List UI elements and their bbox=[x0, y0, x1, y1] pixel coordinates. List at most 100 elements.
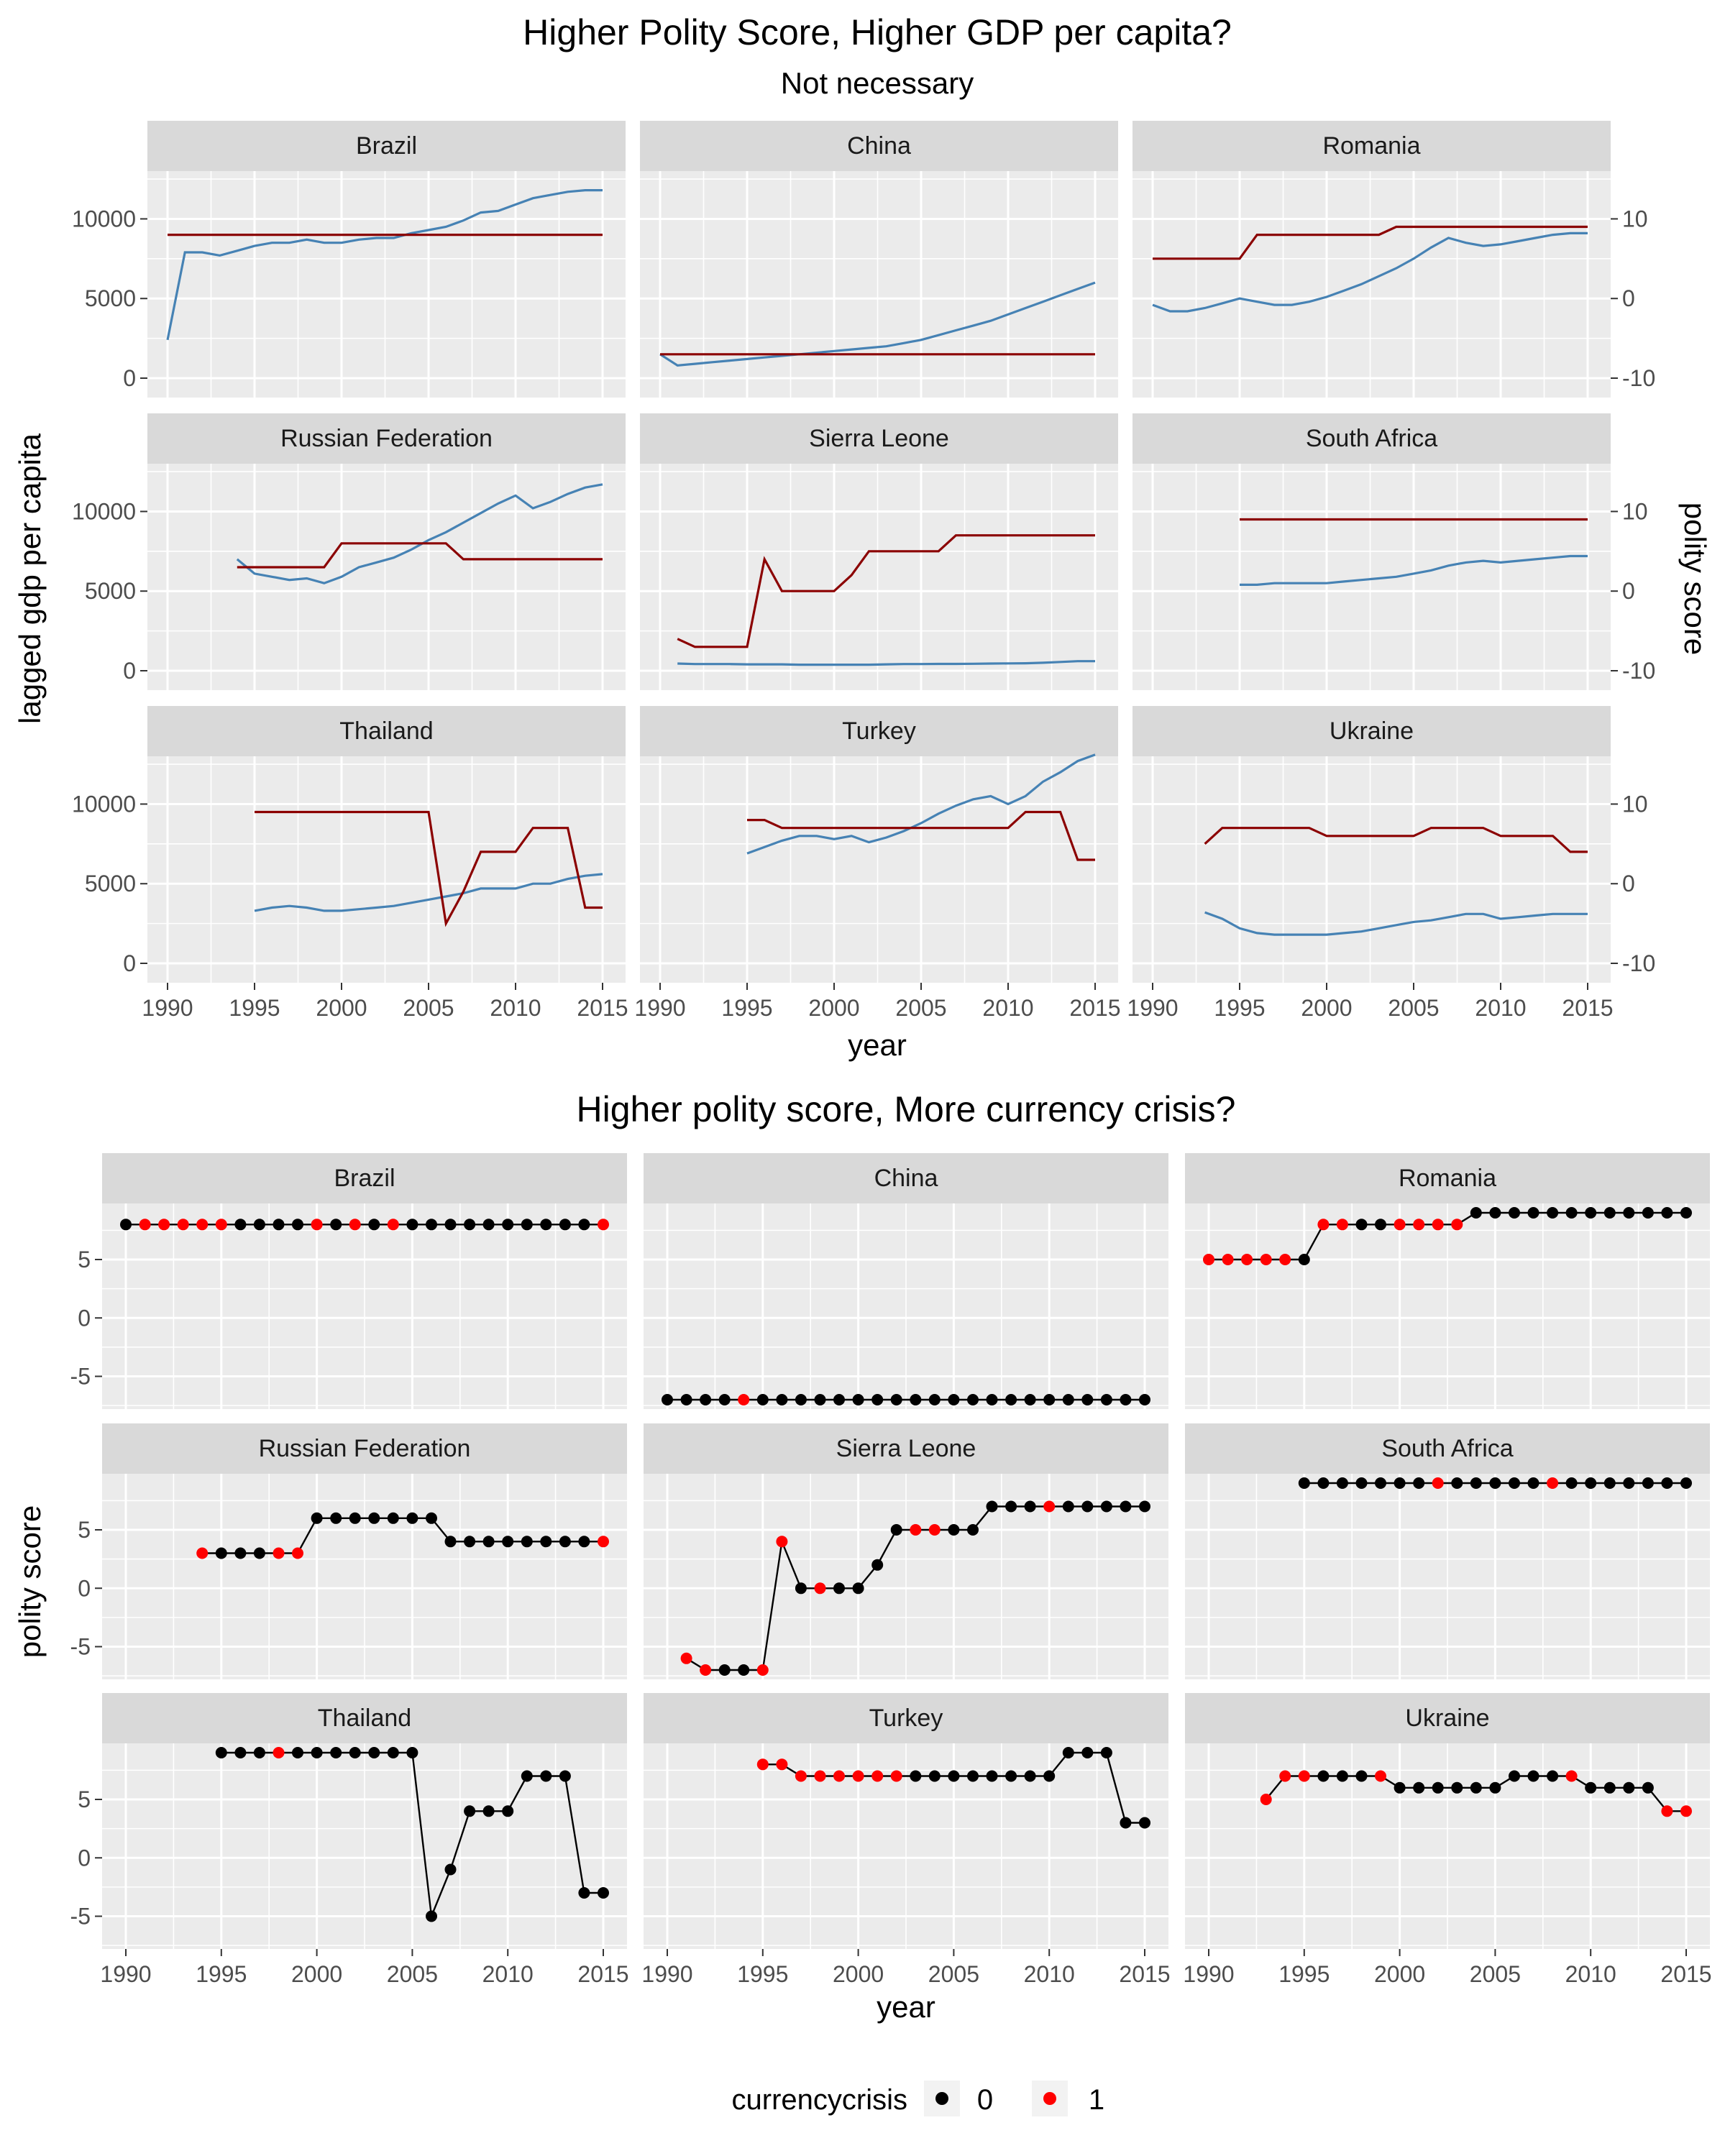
bottom-russian-federation-panel: Russian Federation -5 0 5 bbox=[70, 1423, 627, 1679]
top-sierra-leone-gdp-line bbox=[677, 660, 1095, 666]
bottom-russian-federation-point-2004 bbox=[387, 1512, 399, 1524]
bottom-thailand-point-1997 bbox=[253, 1747, 265, 1758]
bottom-ukraine-point-2014 bbox=[1661, 1805, 1673, 1817]
bottom-thailand-point-2000 bbox=[311, 1747, 323, 1758]
bottom-thailand-point-2013 bbox=[559, 1770, 571, 1782]
bottom-thailand-x-tick-label: 2015 bbox=[577, 1961, 628, 1987]
bottom-south-africa-strip-label: South Africa bbox=[1381, 1435, 1513, 1462]
bottom-south-africa-point-2008 bbox=[1547, 1477, 1559, 1489]
bottom-china-point-1999 bbox=[833, 1394, 845, 1405]
top-russian-federation-panel-background bbox=[147, 464, 626, 690]
bottom-brazil-point-2010 bbox=[502, 1219, 514, 1231]
bottom-ukraine-point-2002 bbox=[1432, 1781, 1444, 1794]
bottom-russian-federation-strip bbox=[102, 1423, 627, 1474]
top-thailand-gdp-line bbox=[254, 873, 603, 912]
top-sierra-leone-panel-background bbox=[640, 464, 1118, 690]
top-brazil-panel: Brazil 0 5000 10000 bbox=[72, 121, 626, 398]
bottom-russian-federation-point-2009 bbox=[482, 1536, 495, 1548]
bottom-ukraine-x-tick-label: 2010 bbox=[1565, 1961, 1616, 1987]
bottom-ukraine-point-2012 bbox=[1623, 1781, 1635, 1794]
top-thailand-x-tick-label: 2000 bbox=[316, 995, 367, 1021]
bottom-sierra-leone-point-2004 bbox=[928, 1524, 941, 1536]
bottom-china-point-2013 bbox=[1100, 1394, 1112, 1405]
top-china-panel-background bbox=[640, 171, 1118, 398]
top-ukraine-x-tick-label: 1990 bbox=[1127, 995, 1178, 1021]
bottom-south-africa-point-1999 bbox=[1375, 1477, 1386, 1489]
bottom-thailand-x-tick-label: 2010 bbox=[482, 1961, 534, 1987]
top-ukraine-x-tick-label: 2005 bbox=[1388, 995, 1439, 1021]
bottom-china-panel: China bbox=[644, 1153, 1168, 1409]
bottom-chart-y-axis-title: polity score bbox=[13, 1505, 47, 1658]
legend-label-0: 0 bbox=[977, 2084, 993, 2116]
legend-title: currencycrisis bbox=[732, 2084, 907, 2116]
bottom-ukraine-point-2000 bbox=[1394, 1781, 1406, 1794]
bottom-brazil-point-1993 bbox=[177, 1219, 189, 1231]
bottom-sierra-leone-point-2009 bbox=[1024, 1500, 1036, 1513]
top-ukraine-x-tick-label: 2000 bbox=[1301, 995, 1352, 1021]
top-south-africa-right-y-tick-label: -10 bbox=[1622, 658, 1655, 684]
top-chart-x-axis-title: year bbox=[848, 1028, 907, 1062]
top-chart-title: Higher Polity Score, Higher GDP per capi… bbox=[523, 12, 1232, 52]
bottom-russian-federation-point-1998 bbox=[273, 1547, 285, 1559]
bottom-thailand-panel: Thailand -5 0 5 1990 1995 2000 2005 2010 2015 bbox=[70, 1693, 629, 1987]
bottom-south-africa-point-2012 bbox=[1623, 1477, 1635, 1489]
bottom-south-africa-point-2011 bbox=[1603, 1477, 1616, 1489]
top-thailand-x-tick-label: 1990 bbox=[142, 995, 193, 1021]
bottom-ukraine-point-2004 bbox=[1470, 1781, 1482, 1794]
bottom-south-africa-point-2003 bbox=[1451, 1477, 1463, 1489]
bottom-sierra-leone-point-2011 bbox=[1062, 1500, 1074, 1513]
bottom-russian-federation-point-1995 bbox=[215, 1547, 227, 1559]
top-brazil-panel-background bbox=[147, 171, 626, 398]
bottom-sierra-leone-point-2010 bbox=[1043, 1500, 1056, 1513]
bottom-brazil-point-2006 bbox=[426, 1219, 437, 1231]
top-ukraine-right-y-tick-label: 10 bbox=[1622, 791, 1648, 817]
bottom-china-point-2000 bbox=[852, 1394, 864, 1405]
bottom-south-africa-point-2015 bbox=[1680, 1477, 1692, 1489]
top-thailand-x-tick-label: 2015 bbox=[577, 995, 628, 1021]
bottom-ukraine-x-tick-label: 1995 bbox=[1278, 1961, 1330, 1987]
bottom-romania-point-1994 bbox=[1279, 1254, 1291, 1265]
bottom-china-point-2005 bbox=[948, 1394, 960, 1405]
bottom-brazil-point-1997 bbox=[253, 1219, 265, 1231]
top-sierra-leone-panel: Sierra Leone bbox=[640, 413, 1118, 690]
bottom-thailand-x-tick-label: 2005 bbox=[387, 1961, 438, 1987]
bottom-brazil-point-1990 bbox=[120, 1219, 132, 1231]
bottom-turkey-x-tick-label: 2000 bbox=[833, 1961, 884, 1987]
bottom-sierra-leone-point-2001 bbox=[871, 1559, 884, 1571]
bottom-brazil-point-2008 bbox=[464, 1219, 476, 1231]
top-romania-strip bbox=[1133, 121, 1611, 171]
bottom-south-africa-strip bbox=[1185, 1423, 1710, 1474]
bottom-russian-federation-point-1994 bbox=[196, 1547, 209, 1559]
bottom-romania-point-1995 bbox=[1298, 1254, 1310, 1265]
bottom-china-point-1996 bbox=[776, 1394, 788, 1405]
bottom-thailand-point-2014 bbox=[578, 1887, 590, 1899]
bottom-thailand-point-2011 bbox=[521, 1770, 533, 1782]
bottom-ukraine-point-2009 bbox=[1565, 1770, 1578, 1782]
bottom-thailand-strip-label: Thailand bbox=[318, 1705, 411, 1732]
top-ukraine-polity-line bbox=[1204, 827, 1588, 853]
top-south-africa-right-y-tick-label: 0 bbox=[1622, 578, 1635, 604]
top-russian-federation-left-y-tick-label: 0 bbox=[123, 658, 136, 684]
bottom-turkey-x-tick-label: 1990 bbox=[641, 1961, 692, 1987]
top-brazil-left-y-tick-label: 5000 bbox=[85, 285, 136, 311]
top-turkey-x-tick-label: 2000 bbox=[808, 995, 859, 1021]
top-russian-federation-strip bbox=[147, 413, 626, 464]
bottom-brazil-y-tick-label: -5 bbox=[70, 1364, 91, 1390]
top-turkey-panel-background bbox=[640, 756, 1118, 983]
top-chart-right-y-axis-title: polity score bbox=[1678, 503, 1712, 655]
bottom-chart-panels: Brazil -5 0 5 China Romania Russian Federation… bbox=[70, 1153, 1712, 1987]
bottom-south-africa-panel: South Africa bbox=[1185, 1423, 1710, 1679]
bottom-turkey-x-tick-label: 2015 bbox=[1119, 1961, 1170, 1987]
top-romania-panel: Romania -10 0 10 bbox=[1133, 121, 1655, 398]
top-thailand-x-tick-label: 2010 bbox=[490, 995, 541, 1021]
bottom-chart-title: Higher polity score, More currency crisi… bbox=[577, 1089, 1236, 1129]
top-ukraine-x-tick-label: 1995 bbox=[1214, 995, 1265, 1021]
bottom-romania-point-2007 bbox=[1527, 1207, 1539, 1219]
bottom-brazil-point-2003 bbox=[368, 1219, 380, 1231]
bottom-turkey-x-tick-label: 2010 bbox=[1024, 1961, 1075, 1987]
bottom-thailand-point-2001 bbox=[330, 1747, 342, 1758]
bottom-sierra-leone-strip-label: Sierra Leone bbox=[836, 1435, 976, 1462]
bottom-brazil-point-2009 bbox=[482, 1219, 495, 1231]
bottom-romania-point-2015 bbox=[1680, 1207, 1692, 1219]
